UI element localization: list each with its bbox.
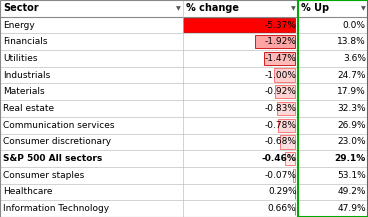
Bar [280, 135, 295, 149]
Text: Utilities: Utilities [3, 54, 38, 63]
Text: 26.9%: 26.9% [337, 121, 366, 130]
Text: -0.83%: -0.83% [265, 104, 297, 113]
Text: 47.9%: 47.9% [337, 204, 366, 213]
Text: 24.7%: 24.7% [337, 71, 366, 80]
Bar [295, 202, 296, 215]
Text: Sector: Sector [3, 3, 39, 13]
Text: 53.1%: 53.1% [337, 171, 366, 180]
Text: % change: % change [186, 3, 239, 13]
Text: 49.2%: 49.2% [337, 187, 366, 196]
Bar [0, 50, 368, 67]
Text: Healthcare: Healthcare [3, 187, 53, 196]
Text: 23.0%: 23.0% [337, 137, 366, 146]
Text: 29.1%: 29.1% [335, 154, 366, 163]
Text: Information Technology: Information Technology [3, 204, 109, 213]
Bar [0, 17, 368, 33]
Text: Consumer discretionary: Consumer discretionary [3, 137, 111, 146]
Text: -0.68%: -0.68% [265, 137, 297, 146]
Text: -1.00%: -1.00% [265, 71, 297, 80]
Text: -0.46%: -0.46% [262, 154, 297, 163]
Bar [0, 133, 368, 150]
Bar [279, 118, 295, 132]
Text: -1.47%: -1.47% [265, 54, 297, 63]
Bar [0, 67, 368, 84]
Text: 0.0%: 0.0% [343, 21, 366, 30]
Bar [0, 167, 368, 184]
Text: ▼: ▼ [361, 6, 366, 11]
Bar [0, 117, 368, 133]
Bar [0, 200, 368, 217]
Bar [285, 152, 295, 165]
Text: -0.92%: -0.92% [265, 87, 297, 96]
Text: Communication services: Communication services [3, 121, 114, 130]
Bar [0, 100, 368, 117]
Text: Real estate: Real estate [3, 104, 54, 113]
Text: Consumer staples: Consumer staples [3, 171, 84, 180]
Text: Energy: Energy [3, 21, 35, 30]
Text: S&P 500 All sectors: S&P 500 All sectors [3, 154, 102, 163]
Bar [274, 68, 295, 82]
Text: 0.29%: 0.29% [268, 187, 297, 196]
Bar [0, 184, 368, 200]
Bar [0, 150, 368, 167]
Text: ▼: ▼ [291, 6, 296, 11]
Text: 3.6%: 3.6% [343, 54, 366, 63]
Bar [0, 84, 368, 100]
Text: Materials: Materials [3, 87, 45, 96]
Bar [277, 102, 295, 115]
Text: 0.66%: 0.66% [268, 204, 297, 213]
Bar [255, 35, 295, 48]
Text: -0.07%: -0.07% [265, 171, 297, 180]
Text: -0.78%: -0.78% [265, 121, 297, 130]
Bar [183, 18, 295, 32]
Bar [264, 52, 295, 65]
Text: 13.8%: 13.8% [337, 37, 366, 46]
Text: Industrials: Industrials [3, 71, 50, 80]
Bar [293, 169, 295, 182]
Bar [0, 33, 368, 50]
Text: 32.3%: 32.3% [337, 104, 366, 113]
Text: % Up: % Up [301, 3, 329, 13]
Text: -5.37%: -5.37% [265, 21, 297, 30]
Text: ▼: ▼ [176, 6, 181, 11]
Text: 17.9%: 17.9% [337, 87, 366, 96]
Bar [276, 85, 295, 99]
Text: Financials: Financials [3, 37, 47, 46]
Bar [0, 0, 368, 17]
Text: -1.92%: -1.92% [265, 37, 297, 46]
